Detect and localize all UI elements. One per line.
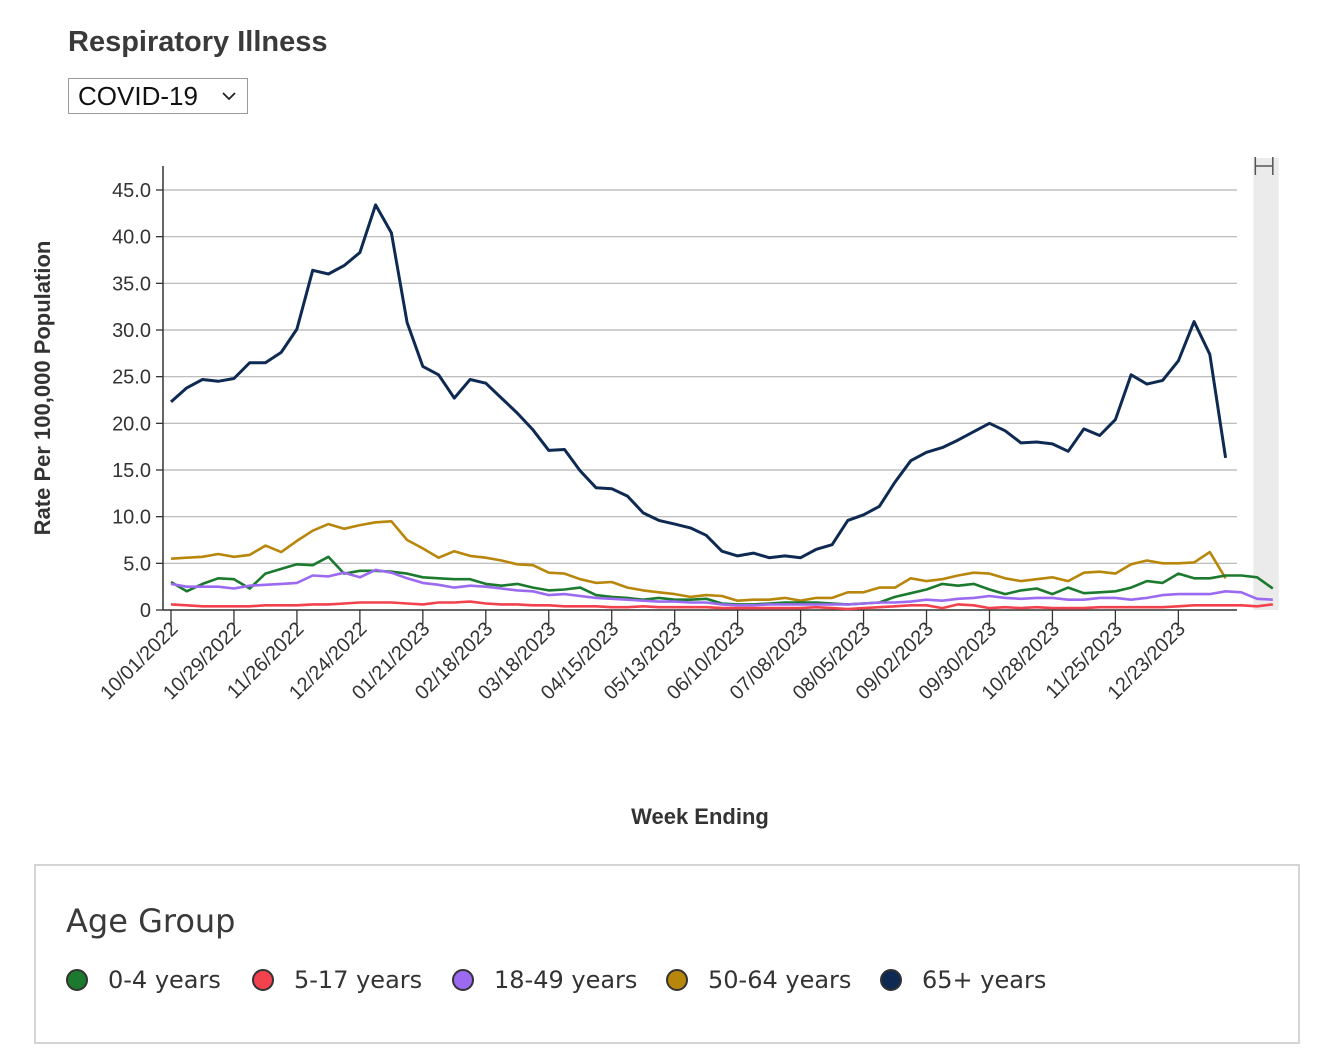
- illness-select[interactable]: COVID-19: [68, 78, 248, 114]
- series-line-65-years[interactable]: [170, 203, 1228, 560]
- legend-label-50-64: 50-64 years: [708, 966, 852, 994]
- series-line-50-64-years[interactable]: [170, 519, 1227, 603]
- y-tick-label: 15.0: [112, 460, 151, 482]
- legend-item-65-plus[interactable]: 65+ years: [880, 966, 1046, 994]
- recent-weeks-shade: [1253, 157, 1279, 610]
- y-tick-label: 40.0: [112, 227, 151, 249]
- legend-item-18-49[interactable]: 18-49 years: [452, 966, 637, 994]
- legend-label-18-49: 18-49 years: [494, 966, 638, 994]
- y-tick-label: 0: [140, 600, 151, 622]
- y-tick-label: 20.0: [112, 413, 151, 435]
- chevron-down-icon: [222, 92, 236, 101]
- y-tick-label: 5.0: [123, 553, 151, 575]
- legend-marker-65-plus: [880, 969, 902, 991]
- y-tick-label: 30.0: [112, 320, 151, 342]
- legend-item-50-64[interactable]: 50-64 years: [666, 966, 851, 994]
- y-axis-label: Rate Per 100,000 Population: [30, 241, 55, 536]
- shaded-incomplete-weeks: [1253, 158, 1279, 610]
- illness-select-value: COVID-19: [78, 80, 198, 111]
- gridlines: 0 5.0 10.0 15.0 20.0 25.0 30.0 35.0 40.0 45.0: [112, 180, 1237, 622]
- legend-marker-18-49: [452, 969, 474, 991]
- page-title: Respiratory Illness: [68, 26, 328, 58]
- y-tick-label: 35.0: [112, 273, 151, 295]
- y-tick-label: 10.0: [112, 507, 151, 529]
- axes: 10/01/202210/29/202211/26/202212/24/2022…: [96, 166, 1237, 704]
- series-line-18-49-years[interactable]: [170, 568, 1273, 607]
- y-tick-label: 25.0: [112, 367, 151, 389]
- legend-label-5-17: 5-17 years: [294, 966, 423, 994]
- series-lines: [170, 203, 1274, 611]
- legend-item-0-4[interactable]: 0-4 years: [66, 966, 221, 994]
- legend-marker-5-17: [252, 969, 274, 991]
- legend-title: Age Group: [66, 902, 236, 940]
- axis-labels: Rate Per 100,000 Population Week Ending: [30, 241, 769, 829]
- line-chart: 0 5.0 10.0 15.0 20.0 25.0 30.0 35.0 40.0 45.0 10/…: [30, 157, 1279, 829]
- y-tick-label: 45.0: [112, 180, 151, 202]
- legend-marker-50-64: [666, 969, 688, 991]
- legend-item-5-17[interactable]: 5-17 years: [252, 966, 422, 994]
- legend-label-65-plus: 65+ years: [922, 966, 1047, 994]
- x-axis-label: Week Ending: [631, 804, 769, 829]
- legend: Age Group 0-4 years 5-17 years 18-49 yea…: [34, 864, 1300, 1044]
- legend-label-0-4: 0-4 years: [108, 966, 221, 994]
- legend-marker-0-4: [66, 969, 88, 991]
- series-line-5-17-years[interactable]: [170, 600, 1273, 611]
